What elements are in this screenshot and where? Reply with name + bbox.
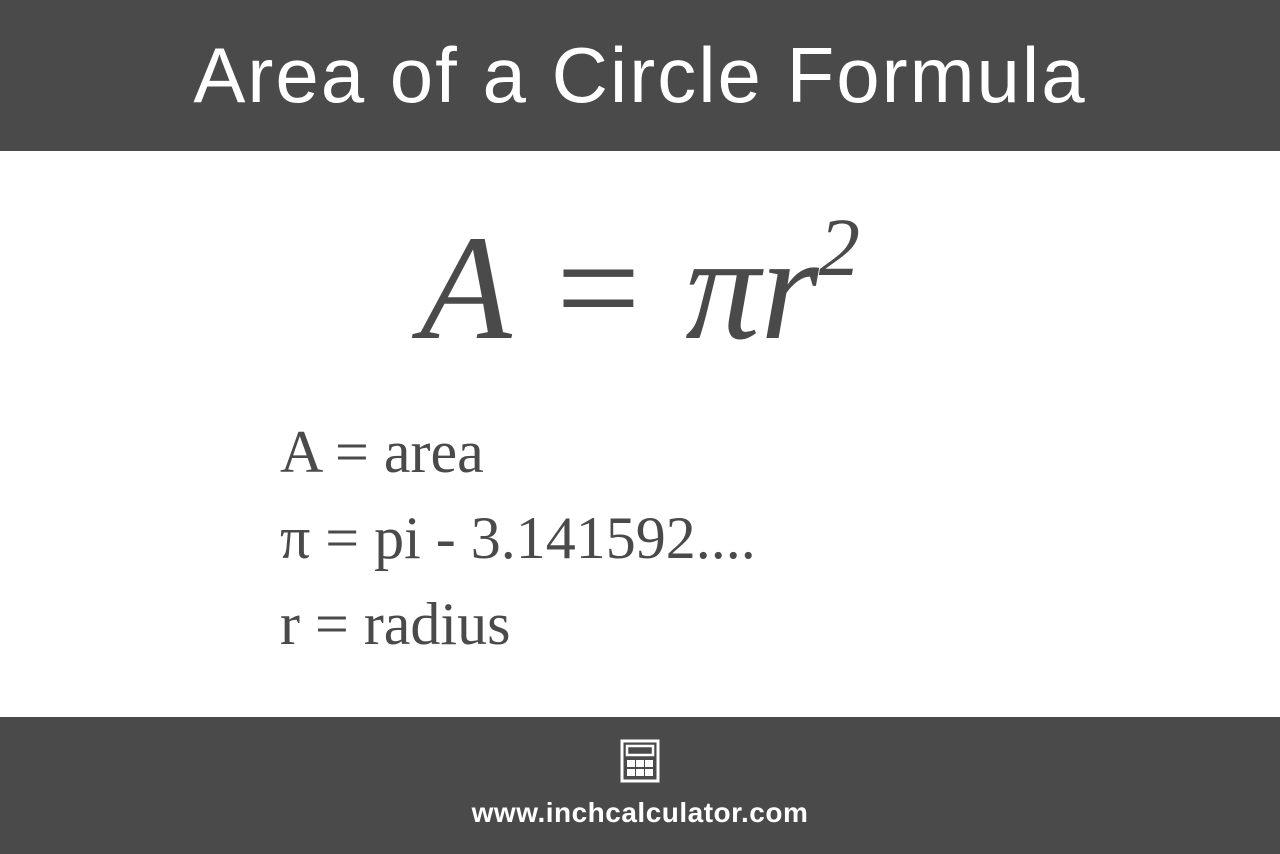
definition-area: A = area [280, 413, 1220, 491]
content-area: A = πr2 A = area π = pi - 3.141592.... r… [0, 163, 1280, 717]
formula-pi: π [685, 205, 760, 371]
definition-pi: π = pi - 3.141592.... [280, 499, 1220, 577]
calculator-icon [616, 737, 664, 785]
header-bar: Area of a Circle Formula [0, 0, 1280, 151]
formula-variable-a: A [420, 205, 509, 371]
footer-url: www.inchcalculator.com [472, 797, 809, 829]
footer-bar: www.inchcalculator.com [0, 717, 1280, 854]
definitions-list: A = area π = pi - 3.141592.... r = radiu… [60, 413, 1220, 663]
formula-display: A = πr2 [60, 213, 1220, 363]
definition-radius: r = radius [280, 585, 1220, 663]
formula-radius: r [760, 205, 818, 371]
page-title: Area of a Circle Formula [193, 31, 1086, 119]
formula-exponent: 2 [819, 201, 860, 293]
